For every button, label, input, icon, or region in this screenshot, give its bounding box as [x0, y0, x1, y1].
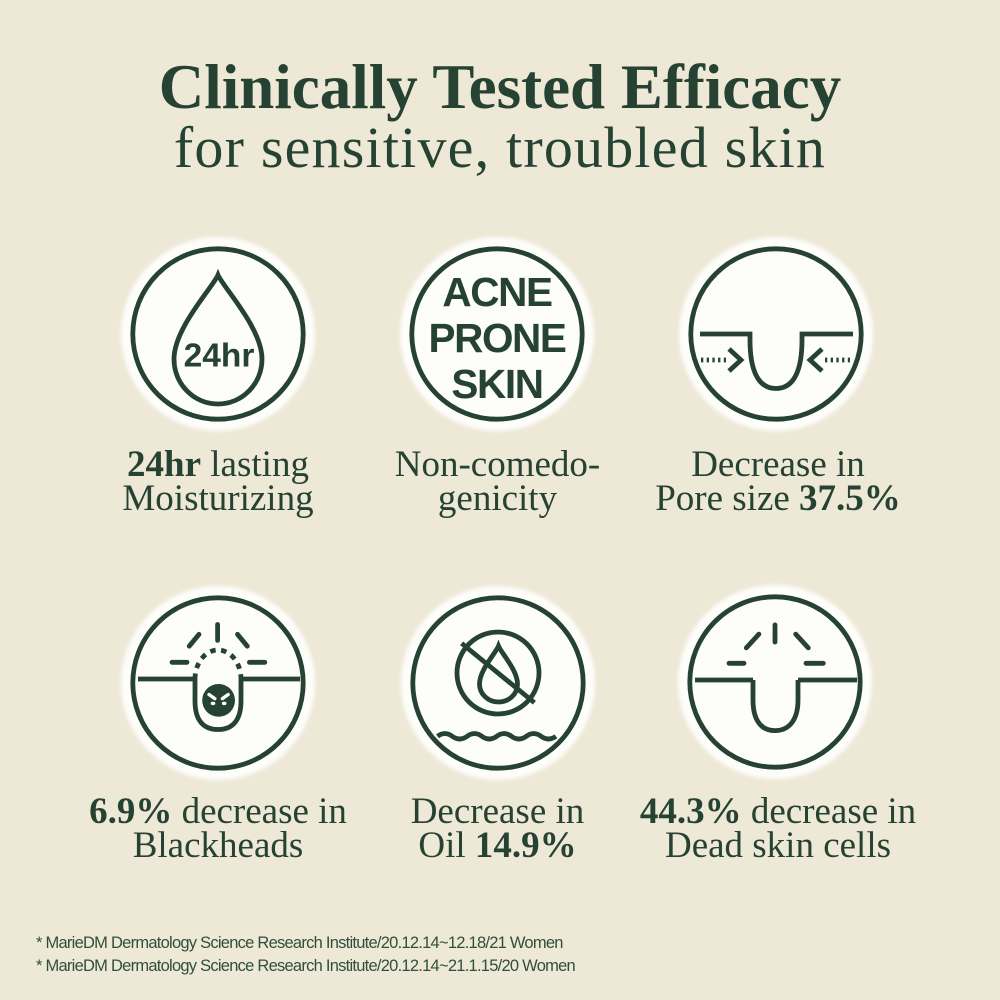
svg-text:PRONE: PRONE [428, 315, 565, 361]
svg-text:SKIN: SKIN [451, 361, 542, 407]
svg-text:ACNE: ACNE [442, 269, 552, 315]
svg-text:24hr: 24hr [184, 337, 255, 374]
